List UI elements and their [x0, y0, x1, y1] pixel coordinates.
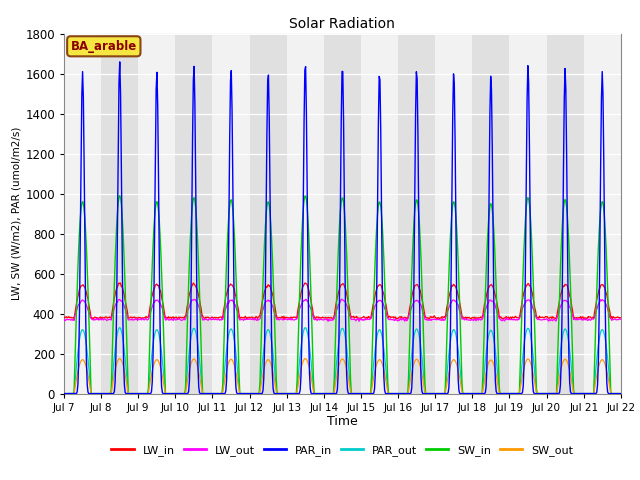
Bar: [361, 34, 398, 394]
Bar: [212, 34, 250, 394]
Bar: [287, 34, 324, 394]
Y-axis label: LW, SW (W/m2), PAR (umol/m2/s): LW, SW (W/m2), PAR (umol/m2/s): [11, 127, 21, 300]
Bar: [398, 34, 435, 394]
Bar: [324, 34, 361, 394]
Bar: [509, 34, 547, 394]
Bar: [547, 34, 584, 394]
Title: Solar Radiation: Solar Radiation: [289, 17, 396, 31]
Bar: [101, 34, 138, 394]
Bar: [64, 34, 101, 394]
Bar: [250, 34, 287, 394]
Bar: [435, 34, 472, 394]
Bar: [138, 34, 175, 394]
Legend: LW_in, LW_out, PAR_in, PAR_out, SW_in, SW_out: LW_in, LW_out, PAR_in, PAR_out, SW_in, S…: [107, 440, 578, 460]
Bar: [584, 34, 621, 394]
X-axis label: Time: Time: [327, 415, 358, 429]
Bar: [175, 34, 212, 394]
Text: BA_arable: BA_arable: [70, 40, 137, 53]
Bar: [472, 34, 509, 394]
